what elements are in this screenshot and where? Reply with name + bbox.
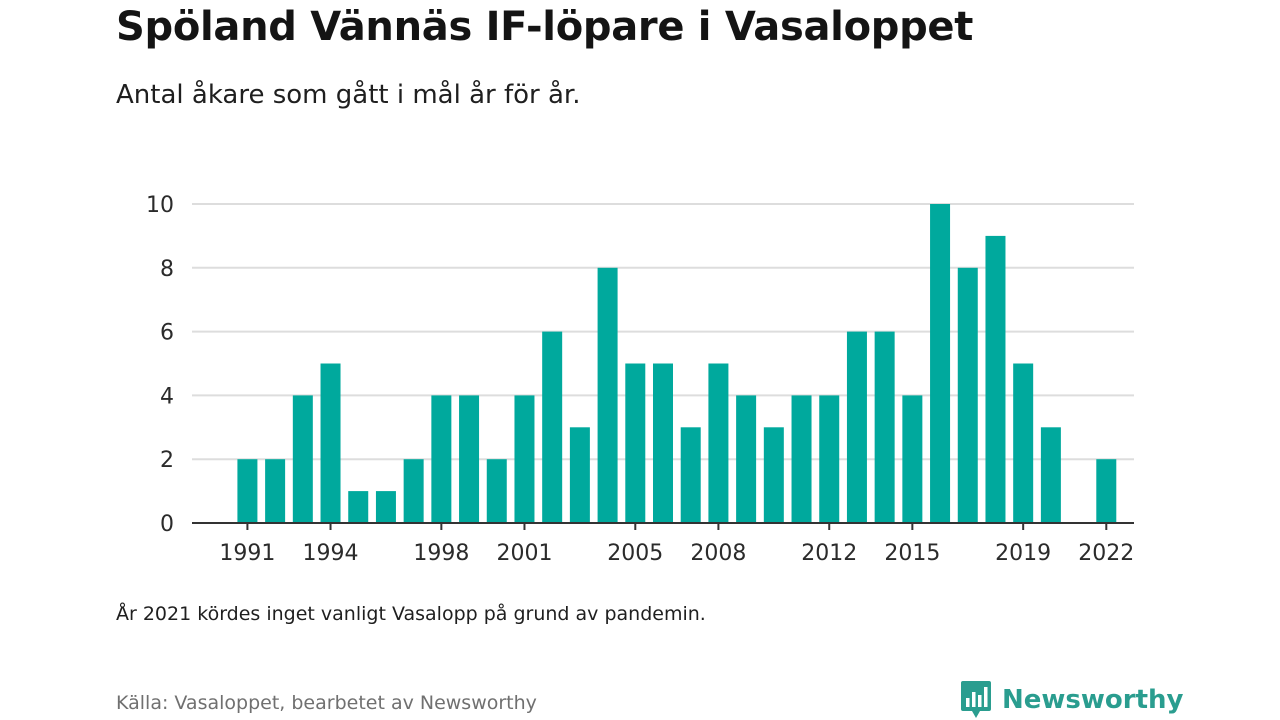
- bar-2010: [763, 427, 784, 523]
- bar-1999: [459, 395, 480, 523]
- x-tick-label: 2015: [884, 541, 940, 566]
- bar-2015: [902, 395, 923, 523]
- x-tick-label: 1994: [303, 541, 359, 566]
- bar-1997: [403, 459, 424, 523]
- x-tick-label: 2001: [496, 541, 552, 566]
- y-tick-label: 10: [146, 193, 174, 218]
- x-tick-label: 1991: [219, 541, 275, 566]
- tick-labels: 0 2 4 6 8 10 1991 1994 1998 2001 2005 2008 2012 2015 2…: [146, 193, 1134, 566]
- x-tick-label: 2019: [995, 541, 1051, 566]
- bar-2007: [680, 427, 701, 523]
- bar-2013: [846, 331, 867, 523]
- bar-2012: [819, 395, 840, 523]
- y-tick-label: 6: [160, 321, 174, 346]
- bar-2020: [1040, 427, 1061, 523]
- y-tick-label: 4: [160, 384, 174, 409]
- bar-2016: [930, 204, 951, 523]
- bar-1994: [320, 363, 341, 523]
- bar-2005: [625, 363, 646, 523]
- chart-note: År 2021 kördes inget vanligt Vasalopp på…: [116, 603, 706, 625]
- bar-2009: [736, 395, 757, 523]
- bar-2008: [708, 363, 729, 523]
- bar-2004: [597, 267, 618, 523]
- chart-subtitle: Antal åkare som gått i mål år för år.: [116, 80, 581, 110]
- bar-1998: [431, 395, 452, 523]
- bar-2006: [653, 363, 673, 523]
- y-tick-label: 8: [160, 257, 174, 282]
- bar-1996: [375, 491, 396, 523]
- axes: [192, 522, 1134, 530]
- bar-1992: [265, 459, 286, 523]
- newsworthy-logo-icon: [961, 681, 991, 718]
- y-tick-label: 2: [160, 448, 174, 473]
- bar-2003: [569, 427, 590, 523]
- bar-2019: [1013, 363, 1034, 523]
- x-tick-label: 1998: [413, 541, 469, 566]
- bar-2000: [486, 459, 507, 523]
- bar-chart: 0 2 4 6 8 10 1991 1994 1998 2001 2005 2008 2012 2015 2…: [146, 193, 1134, 566]
- y-tick-label: 0: [160, 512, 174, 537]
- x-tick-label: 2008: [690, 541, 746, 566]
- brand-logo: Newsworthy: [960, 680, 1183, 720]
- x-tick-label: 2012: [801, 541, 857, 566]
- bar-2002: [542, 331, 563, 523]
- bars: [237, 204, 1117, 523]
- bar-2017: [957, 267, 978, 523]
- bar-1993: [292, 395, 313, 523]
- bar-2022: [1096, 459, 1117, 523]
- source-credit: Källa: Vasaloppet, bearbetet av Newswort…: [116, 692, 537, 714]
- bar-1991: [237, 459, 258, 523]
- x-tick-label: 2022: [1078, 541, 1134, 566]
- bar-2001: [514, 395, 535, 523]
- chart-title: Spöland Vännäs IF-löpare i Vasaloppet: [116, 4, 974, 50]
- bar-2011: [791, 395, 812, 523]
- brand-name: Newsworthy: [1002, 685, 1184, 715]
- bar-1995: [348, 491, 369, 523]
- bar-2018: [985, 235, 1006, 523]
- x-tick-label: 2005: [607, 541, 663, 566]
- bar-2014: [874, 331, 895, 523]
